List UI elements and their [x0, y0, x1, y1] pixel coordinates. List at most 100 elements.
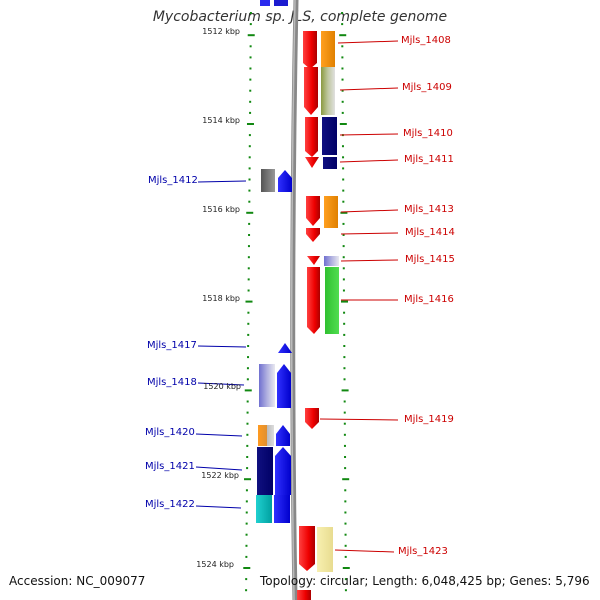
- major-tick: [341, 389, 349, 392]
- minor-tick: [341, 89, 344, 92]
- major-tick: [244, 389, 252, 392]
- minor-tick: [343, 378, 346, 381]
- minor-tick: [343, 422, 346, 425]
- label-leader-line: [319, 418, 399, 421]
- minor-tick: [246, 400, 249, 403]
- gene-partial-top-blue-2: [274, 0, 288, 6]
- minor-tick: [342, 256, 345, 259]
- gene-label-Mjls_1408[interactable]: Mjls_1408: [401, 35, 451, 46]
- minor-tick: [245, 500, 248, 503]
- gene-Mjls_1415[interactable]: [307, 256, 339, 266]
- gene-label-Mjls_1423[interactable]: Mjls_1423: [398, 546, 448, 557]
- minor-tick: [341, 111, 344, 114]
- minor-tick: [342, 189, 345, 192]
- minor-tick: [344, 533, 347, 536]
- gene-label-Mjls_1413[interactable]: Mjls_1413: [404, 204, 454, 215]
- minor-tick: [344, 467, 347, 470]
- minor-tick: [343, 356, 346, 359]
- minor-tick: [247, 322, 250, 325]
- minor-tick: [342, 178, 345, 181]
- accession-text: Accession: NC_009077: [9, 574, 146, 588]
- gene-label-Mjls_1417[interactable]: Mjls_1417: [147, 340, 197, 351]
- gene-Mjls_1417[interactable]: [278, 343, 292, 353]
- gene-Mjls_1411[interactable]: [305, 157, 337, 169]
- major-tick: [246, 211, 254, 214]
- gene-label-Mjls_1412[interactable]: Mjls_1412: [148, 175, 198, 186]
- gene-label-Mjls_1416[interactable]: Mjls_1416: [404, 294, 454, 305]
- minor-tick: [248, 200, 251, 203]
- gene-Mjls_1413[interactable]: [306, 196, 338, 228]
- major-tick: [246, 123, 254, 125]
- gene-Mjls_1423[interactable]: [299, 526, 333, 572]
- label-leader-line: [339, 159, 399, 163]
- gene-Mjls_1421[interactable]: [257, 447, 291, 495]
- minor-tick: [249, 89, 252, 92]
- minor-tick: [249, 56, 252, 59]
- gene-label-Mjls_1411[interactable]: Mjls_1411: [404, 154, 454, 165]
- gene-partial-bottom-red: [297, 590, 311, 600]
- gene-Mjls_1420[interactable]: [258, 425, 290, 446]
- minor-tick: [344, 522, 347, 525]
- gene-label-Mjls_1415[interactable]: Mjls_1415: [405, 254, 455, 265]
- gene-Mjls_1416[interactable]: [307, 267, 339, 334]
- gene-label-Mjls_1422[interactable]: Mjls_1422: [145, 499, 195, 510]
- minor-tick: [246, 433, 249, 436]
- minor-tick: [342, 234, 345, 236]
- minor-tick: [344, 511, 347, 514]
- minor-tick: [344, 500, 347, 503]
- left-tick-column: [243, 12, 255, 592]
- minor-tick: [344, 489, 347, 492]
- major-tick: [342, 478, 350, 481]
- minor-tick: [343, 400, 346, 403]
- gene-Mjls_1412[interactable]: [261, 169, 292, 192]
- minor-tick: [342, 245, 345, 248]
- gene-Mjls_1414[interactable]: [306, 228, 320, 242]
- gene-Mjls_1419[interactable]: [305, 408, 319, 429]
- minor-tick: [341, 145, 344, 148]
- label-leader-line: [197, 345, 247, 348]
- gene-label-Mjls_1419[interactable]: Mjls_1419: [404, 414, 454, 425]
- gene-Mjls_1409[interactable]: [304, 67, 335, 115]
- gene-label-Mjls_1414[interactable]: Mjls_1414: [405, 227, 455, 238]
- major-tick: [339, 34, 347, 37]
- gene-partial-top-blue-1: [260, 0, 270, 6]
- gene-label-Mjls_1410[interactable]: Mjls_1410: [403, 128, 453, 139]
- minor-tick: [341, 78, 344, 81]
- scale-label-1520: 1520 kbp: [203, 382, 241, 391]
- minor-tick: [247, 345, 250, 347]
- minor-tick: [247, 356, 250, 359]
- right-tick-column: [339, 12, 350, 592]
- minor-tick: [247, 333, 250, 336]
- map-title: Mycobacterium sp. JLS, complete genome: [152, 9, 448, 25]
- label-leader-line: [197, 382, 245, 386]
- gene-label-Mjls_1418[interactable]: Mjls_1418: [147, 377, 197, 388]
- minor-tick: [342, 267, 345, 270]
- gene-Mjls_1410[interactable]: [305, 117, 337, 157]
- minor-tick: [249, 12, 252, 14]
- label-leader-line: [339, 87, 399, 91]
- minor-tick: [248, 145, 251, 148]
- minor-tick: [342, 278, 345, 281]
- minor-tick: [246, 467, 249, 470]
- minor-tick: [247, 289, 250, 292]
- scale-label-1512: 1512 kbp: [202, 27, 240, 36]
- minor-tick: [249, 45, 252, 48]
- minor-tick: [248, 134, 251, 137]
- minor-tick: [344, 544, 347, 547]
- minor-tick: [342, 156, 345, 159]
- gene-label-Mjls_1421[interactable]: Mjls_1421: [145, 461, 195, 472]
- minor-tick: [247, 245, 250, 248]
- minor-tick: [248, 156, 251, 159]
- minor-tick: [245, 544, 248, 547]
- gene-label-Mjls_1420[interactable]: Mjls_1420: [145, 427, 195, 438]
- gene-Mjls_1408[interactable]: [303, 31, 335, 69]
- gene-Mjls_1422[interactable]: [256, 495, 290, 523]
- minor-tick: [246, 378, 249, 381]
- minor-tick: [247, 278, 250, 281]
- minor-tick: [343, 444, 346, 447]
- gene-label-Mjls_1409[interactable]: Mjls_1409: [402, 82, 452, 93]
- genome-backbone-highlight: [290, 0, 296, 600]
- minor-tick: [246, 422, 249, 425]
- gene-Mjls_1418[interactable]: [259, 364, 291, 408]
- label-leader-line: [337, 40, 399, 44]
